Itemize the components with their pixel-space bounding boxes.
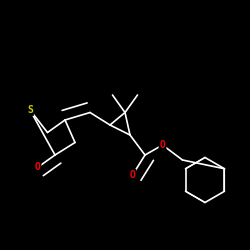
Text: O: O	[34, 162, 40, 172]
Text: O: O	[160, 140, 166, 150]
Text: O: O	[130, 170, 136, 180]
Text: S: S	[27, 105, 33, 115]
